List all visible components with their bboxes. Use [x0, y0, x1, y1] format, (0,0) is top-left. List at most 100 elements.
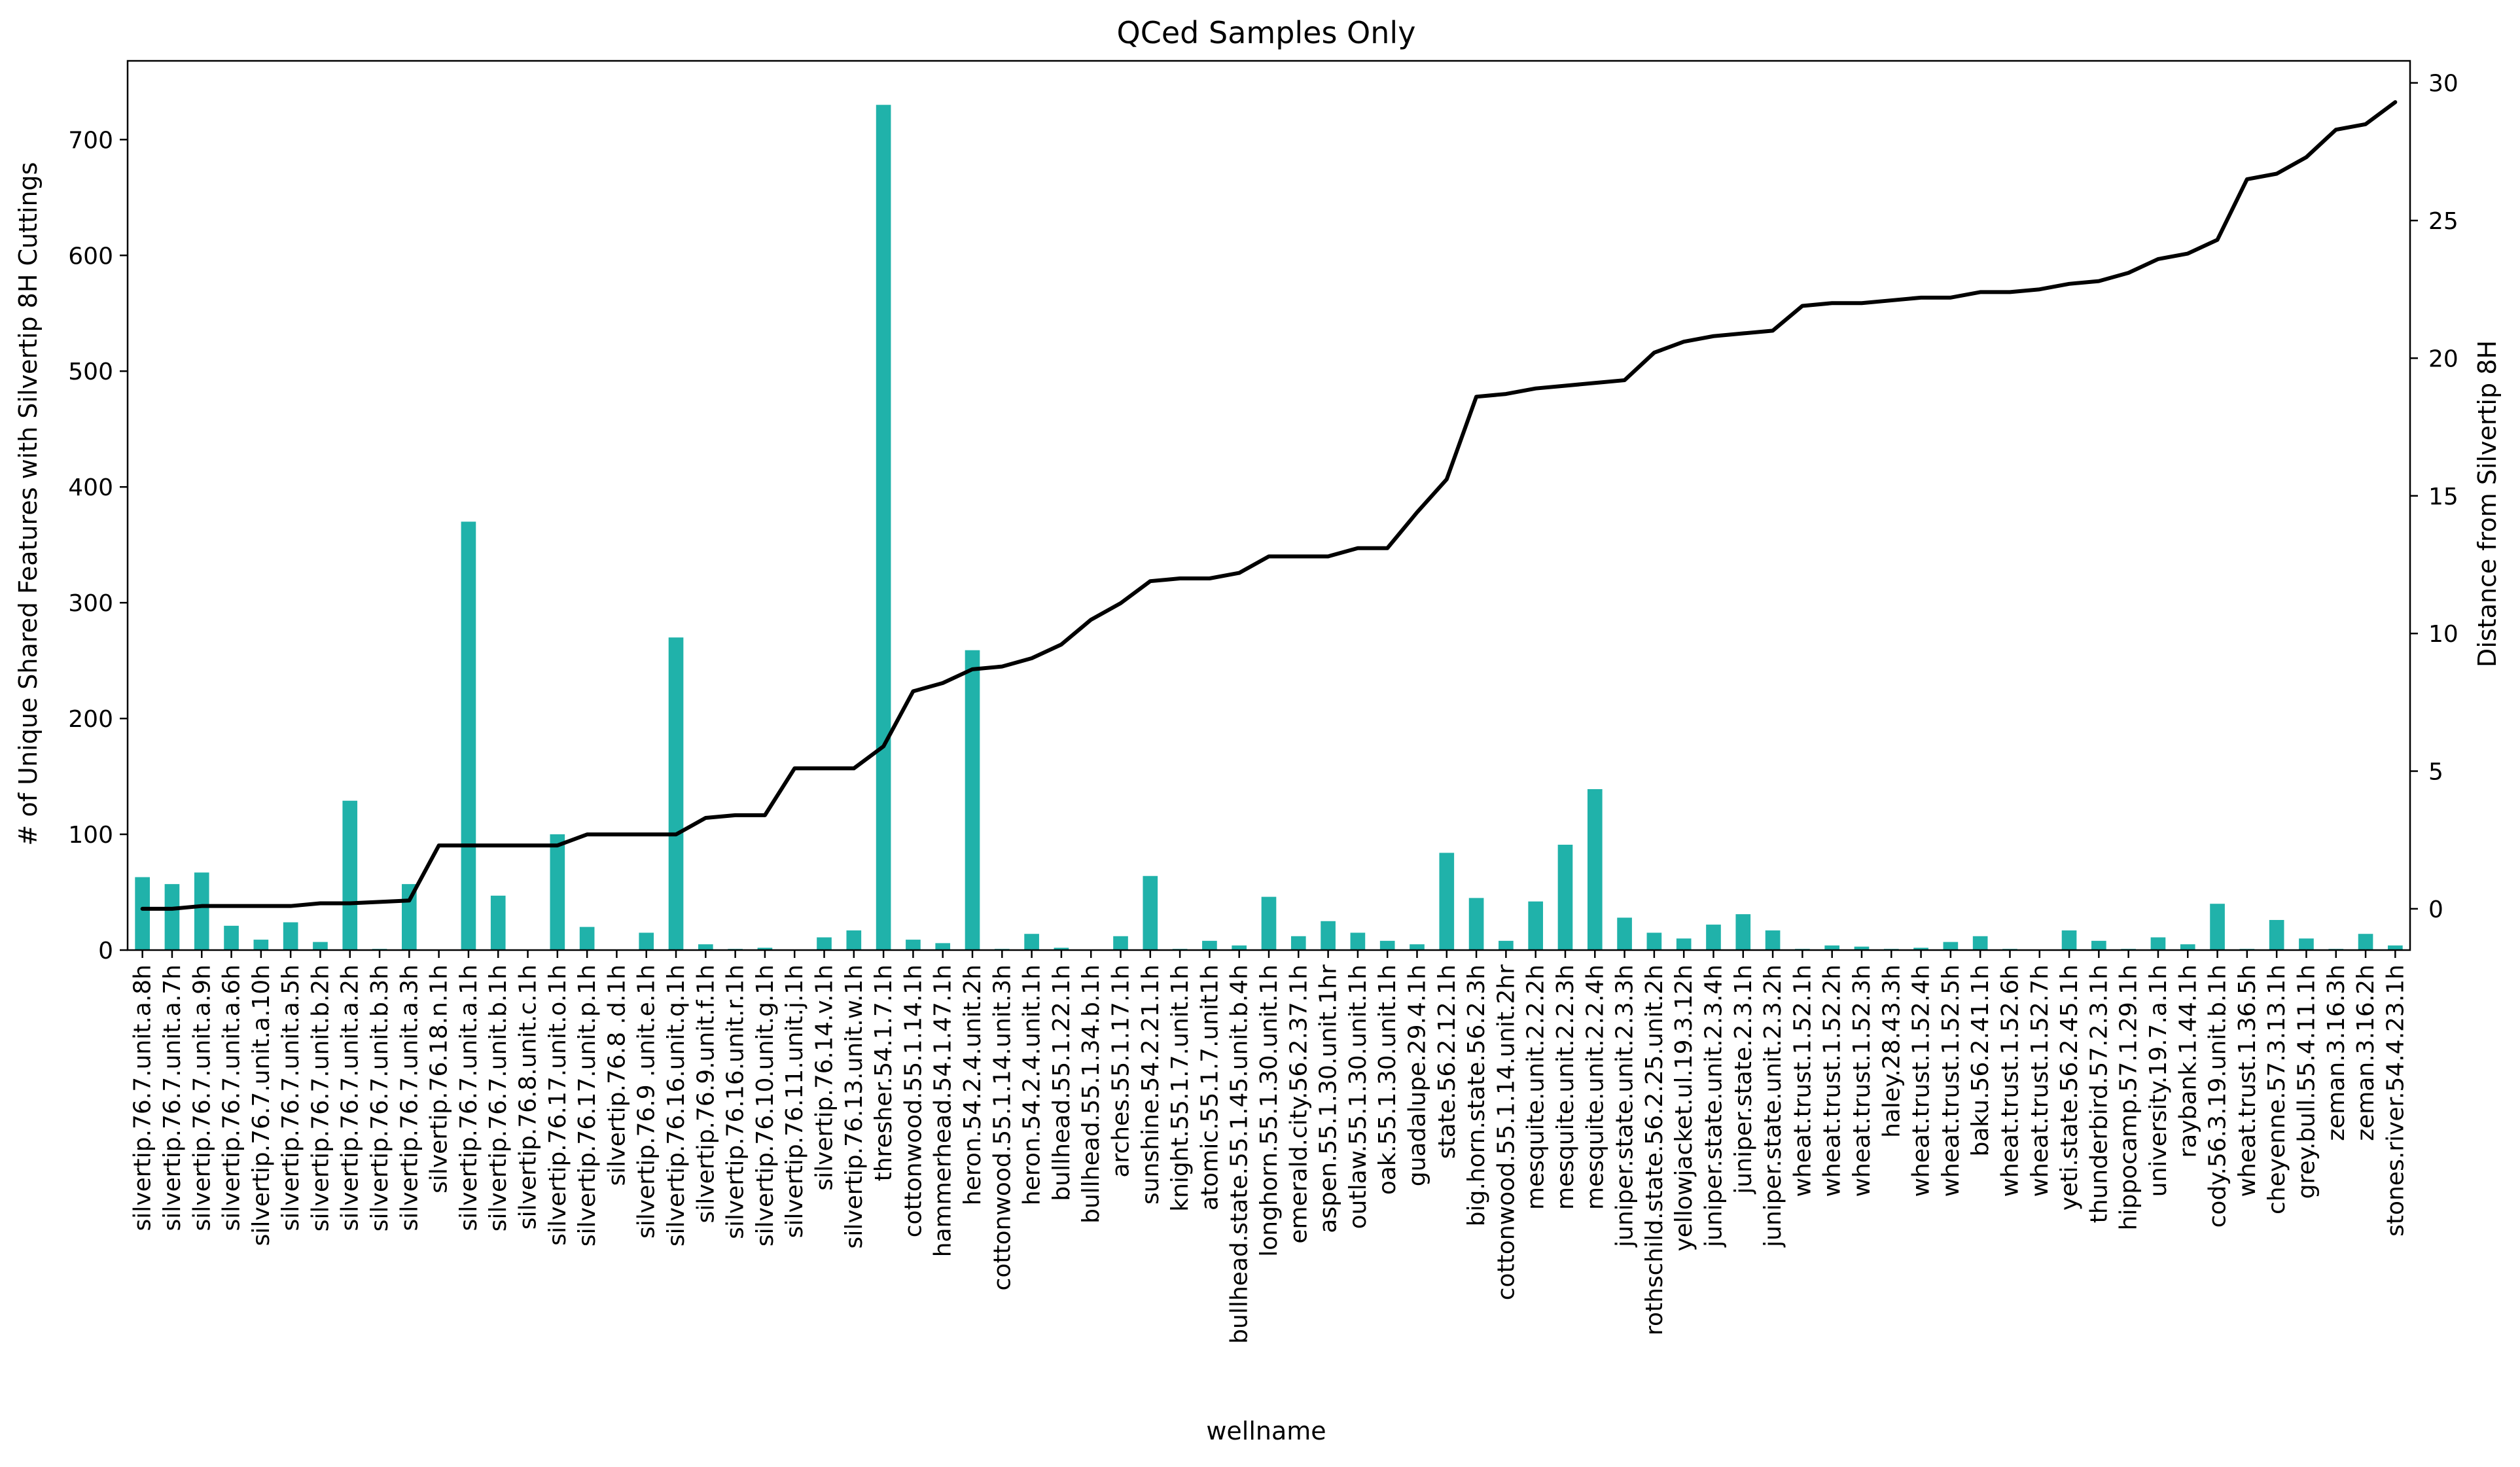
bar-43: [1410, 944, 1425, 950]
x-tick-label-69: raybank.1.44.1h: [2174, 964, 2201, 1158]
x-tick-label-26: cottonwood.55.1.14.1h: [900, 964, 927, 1237]
bar-31: [1054, 947, 1069, 950]
bar-45: [1468, 898, 1484, 950]
x-tick-label-29: cottonwood.55.1.14.unit.3h: [989, 964, 1016, 1290]
bar-48: [1557, 844, 1573, 950]
y-axis-title: # of Unique Shared Features with Silvert…: [14, 162, 43, 846]
y-tick-label-1: 100: [68, 822, 113, 849]
bar-26: [906, 940, 921, 950]
bar-41: [1350, 932, 1366, 950]
y-tick-label-3: 300: [68, 590, 113, 617]
x-tick-label-28: heron.54.2.4.unit.2h: [959, 964, 986, 1205]
bar-23: [817, 937, 832, 950]
x-tick-label-65: yeti.state.56.2.45.1h: [2056, 964, 2083, 1211]
bar-46: [1499, 940, 1514, 950]
x-tick-label-72: cheyenne.57.3.13.1h: [2263, 964, 2290, 1214]
bar-68: [2150, 937, 2166, 950]
x-tick-label-19: silvertip.76.9.unit.f.1h: [692, 964, 719, 1223]
bar-42: [1379, 940, 1395, 950]
bar-40: [1321, 921, 1336, 950]
bar-61: [1943, 942, 1959, 950]
y-tick-label-4: 400: [68, 474, 113, 501]
x-tick-label-53: juniper.state.unit.2.3.4h: [1700, 964, 1727, 1248]
x-tick-label-64: wheat.trust.1.52.7h: [2027, 964, 2053, 1197]
bar-15: [579, 927, 595, 950]
x-tick-label-66: thunderbird.57.2.3.1h: [2085, 964, 2112, 1223]
bar-17: [639, 932, 654, 950]
x-tick-label-10: silvertip.76.18.n.1h: [426, 964, 453, 1193]
y2-tick-label-5: 25: [2428, 208, 2458, 235]
y-tick-label-2: 200: [68, 706, 113, 733]
x-tick-label-38: longhorn.55.1.30.unit.1h: [1256, 964, 1283, 1257]
bar-52: [1676, 938, 1692, 950]
x-tick-label-17: silvertip.76.9 .unit.e.1h: [633, 964, 660, 1239]
bar-66: [2091, 940, 2106, 950]
bar-76: [2388, 945, 2403, 950]
x-tick-label-25: thresher.54.1.7.1h: [870, 964, 897, 1181]
bar-37: [1232, 945, 1247, 950]
x-tick-label-71: wheat.trust.1.36.5h: [2234, 964, 2261, 1197]
bar-11: [461, 521, 476, 950]
bar-1: [164, 884, 180, 950]
x-tick-label-51: rothschild.state.56.2.25.unit.2h: [1641, 964, 1668, 1335]
bar-18: [668, 637, 684, 950]
bar-73: [2299, 938, 2314, 950]
x-tick-label-18: silvertip.76.16.unit.q.1h: [663, 964, 690, 1246]
x-tick-label-46: cottonwood.55.1.14.unit.2hr: [1493, 964, 1519, 1300]
bar-53: [1706, 925, 1721, 950]
y2-axis-title: Distance from Silvertip 8H: [2473, 340, 2502, 667]
bar-12: [490, 895, 506, 950]
x-tick-label-62: baku.56.2.41.1h: [1967, 964, 1994, 1156]
bar-14: [550, 834, 565, 950]
bar-30: [1024, 934, 1039, 950]
bar-6: [313, 942, 328, 950]
x-tick-label-61: wheat.trust.1.52.5h: [1938, 964, 1964, 1197]
x-tick-label-56: wheat.trust.1.52.1h: [1789, 964, 1816, 1197]
x-tick-label-16: silvertip.76.8 .d.1h: [603, 964, 630, 1186]
x-tick-label-59: haley.28.43.3h: [1878, 964, 1905, 1138]
y-tick-label-0: 0: [98, 938, 113, 964]
bar-75: [2358, 934, 2373, 950]
x-tick-label-22: silvertip.76.11.unit.j.1h: [781, 964, 808, 1238]
x-tick-label-67: hippocamp.57.1.29.1h: [2116, 964, 2142, 1230]
x-tick-label-32: bullhead.55.1.34.b.1h: [1078, 964, 1105, 1224]
y2-tick-label-2: 10: [2428, 621, 2458, 648]
x-tick-label-35: knight.55.1.7.unit.1h: [1167, 964, 1194, 1212]
bar-57: [1824, 945, 1839, 950]
x-tick-label-15: silvertip.76.17.unit.p.1h: [574, 964, 601, 1246]
x-tick-label-11: silvertip.76.7.unit.a.1h: [455, 964, 482, 1231]
x-axis-title: wellname: [1206, 1417, 1326, 1445]
bar-60: [1913, 947, 1928, 950]
y-tick-label-6: 600: [68, 243, 113, 270]
x-tick-label-20: silvertip.76.16.unit.r.1h: [722, 964, 749, 1239]
x-tick-label-57: wheat.trust.1.52.2h: [1819, 964, 1846, 1197]
y2-tick-label-4: 20: [2428, 345, 2458, 372]
x-tick-label-27: hammerhead.54.1.47.1h: [930, 964, 957, 1257]
x-tick-label-13: silvertip.76.8.unit.c.1h: [515, 964, 542, 1229]
x-tick-label-0: silvertip.76.7.unit.a.8h: [130, 964, 156, 1231]
x-tick-label-47: mesquite.unit.2.2.2h: [1523, 964, 1550, 1210]
bar-21: [757, 947, 773, 950]
x-tick-label-41: outlaw.55.1.30.unit.1h: [1345, 964, 1372, 1229]
bar-44: [1439, 853, 1455, 950]
x-tick-label-44: state.56.2.12.1h: [1434, 964, 1461, 1159]
bar-7: [342, 800, 358, 950]
x-tick-label-37: bullhead.state.55.1.45.unit.b.4h: [1226, 964, 1253, 1344]
bar-19: [698, 944, 713, 950]
x-tick-label-34: sunshine.54.2.21.1h: [1137, 964, 1164, 1205]
x-tick-label-9: silvertip.76.7.unit.a.3h: [396, 964, 423, 1231]
distance-line: [140, 100, 2398, 911]
bar-5: [283, 922, 298, 950]
x-tick-label-3: silvertip.76.7.unit.a.6h: [219, 964, 245, 1231]
bar-2: [194, 872, 209, 950]
bar-34: [1143, 875, 1158, 950]
x-tick-label-24: silvertip.76.13.unit.w.1h: [841, 964, 868, 1248]
x-tick-label-52: yellowjacket.ul.19.3.12h: [1671, 964, 1697, 1252]
bar-39: [1290, 936, 1306, 950]
bar-25: [876, 105, 891, 951]
y-tick-label-5: 500: [68, 359, 113, 385]
bar-28: [965, 650, 980, 950]
bar-47: [1528, 901, 1544, 950]
